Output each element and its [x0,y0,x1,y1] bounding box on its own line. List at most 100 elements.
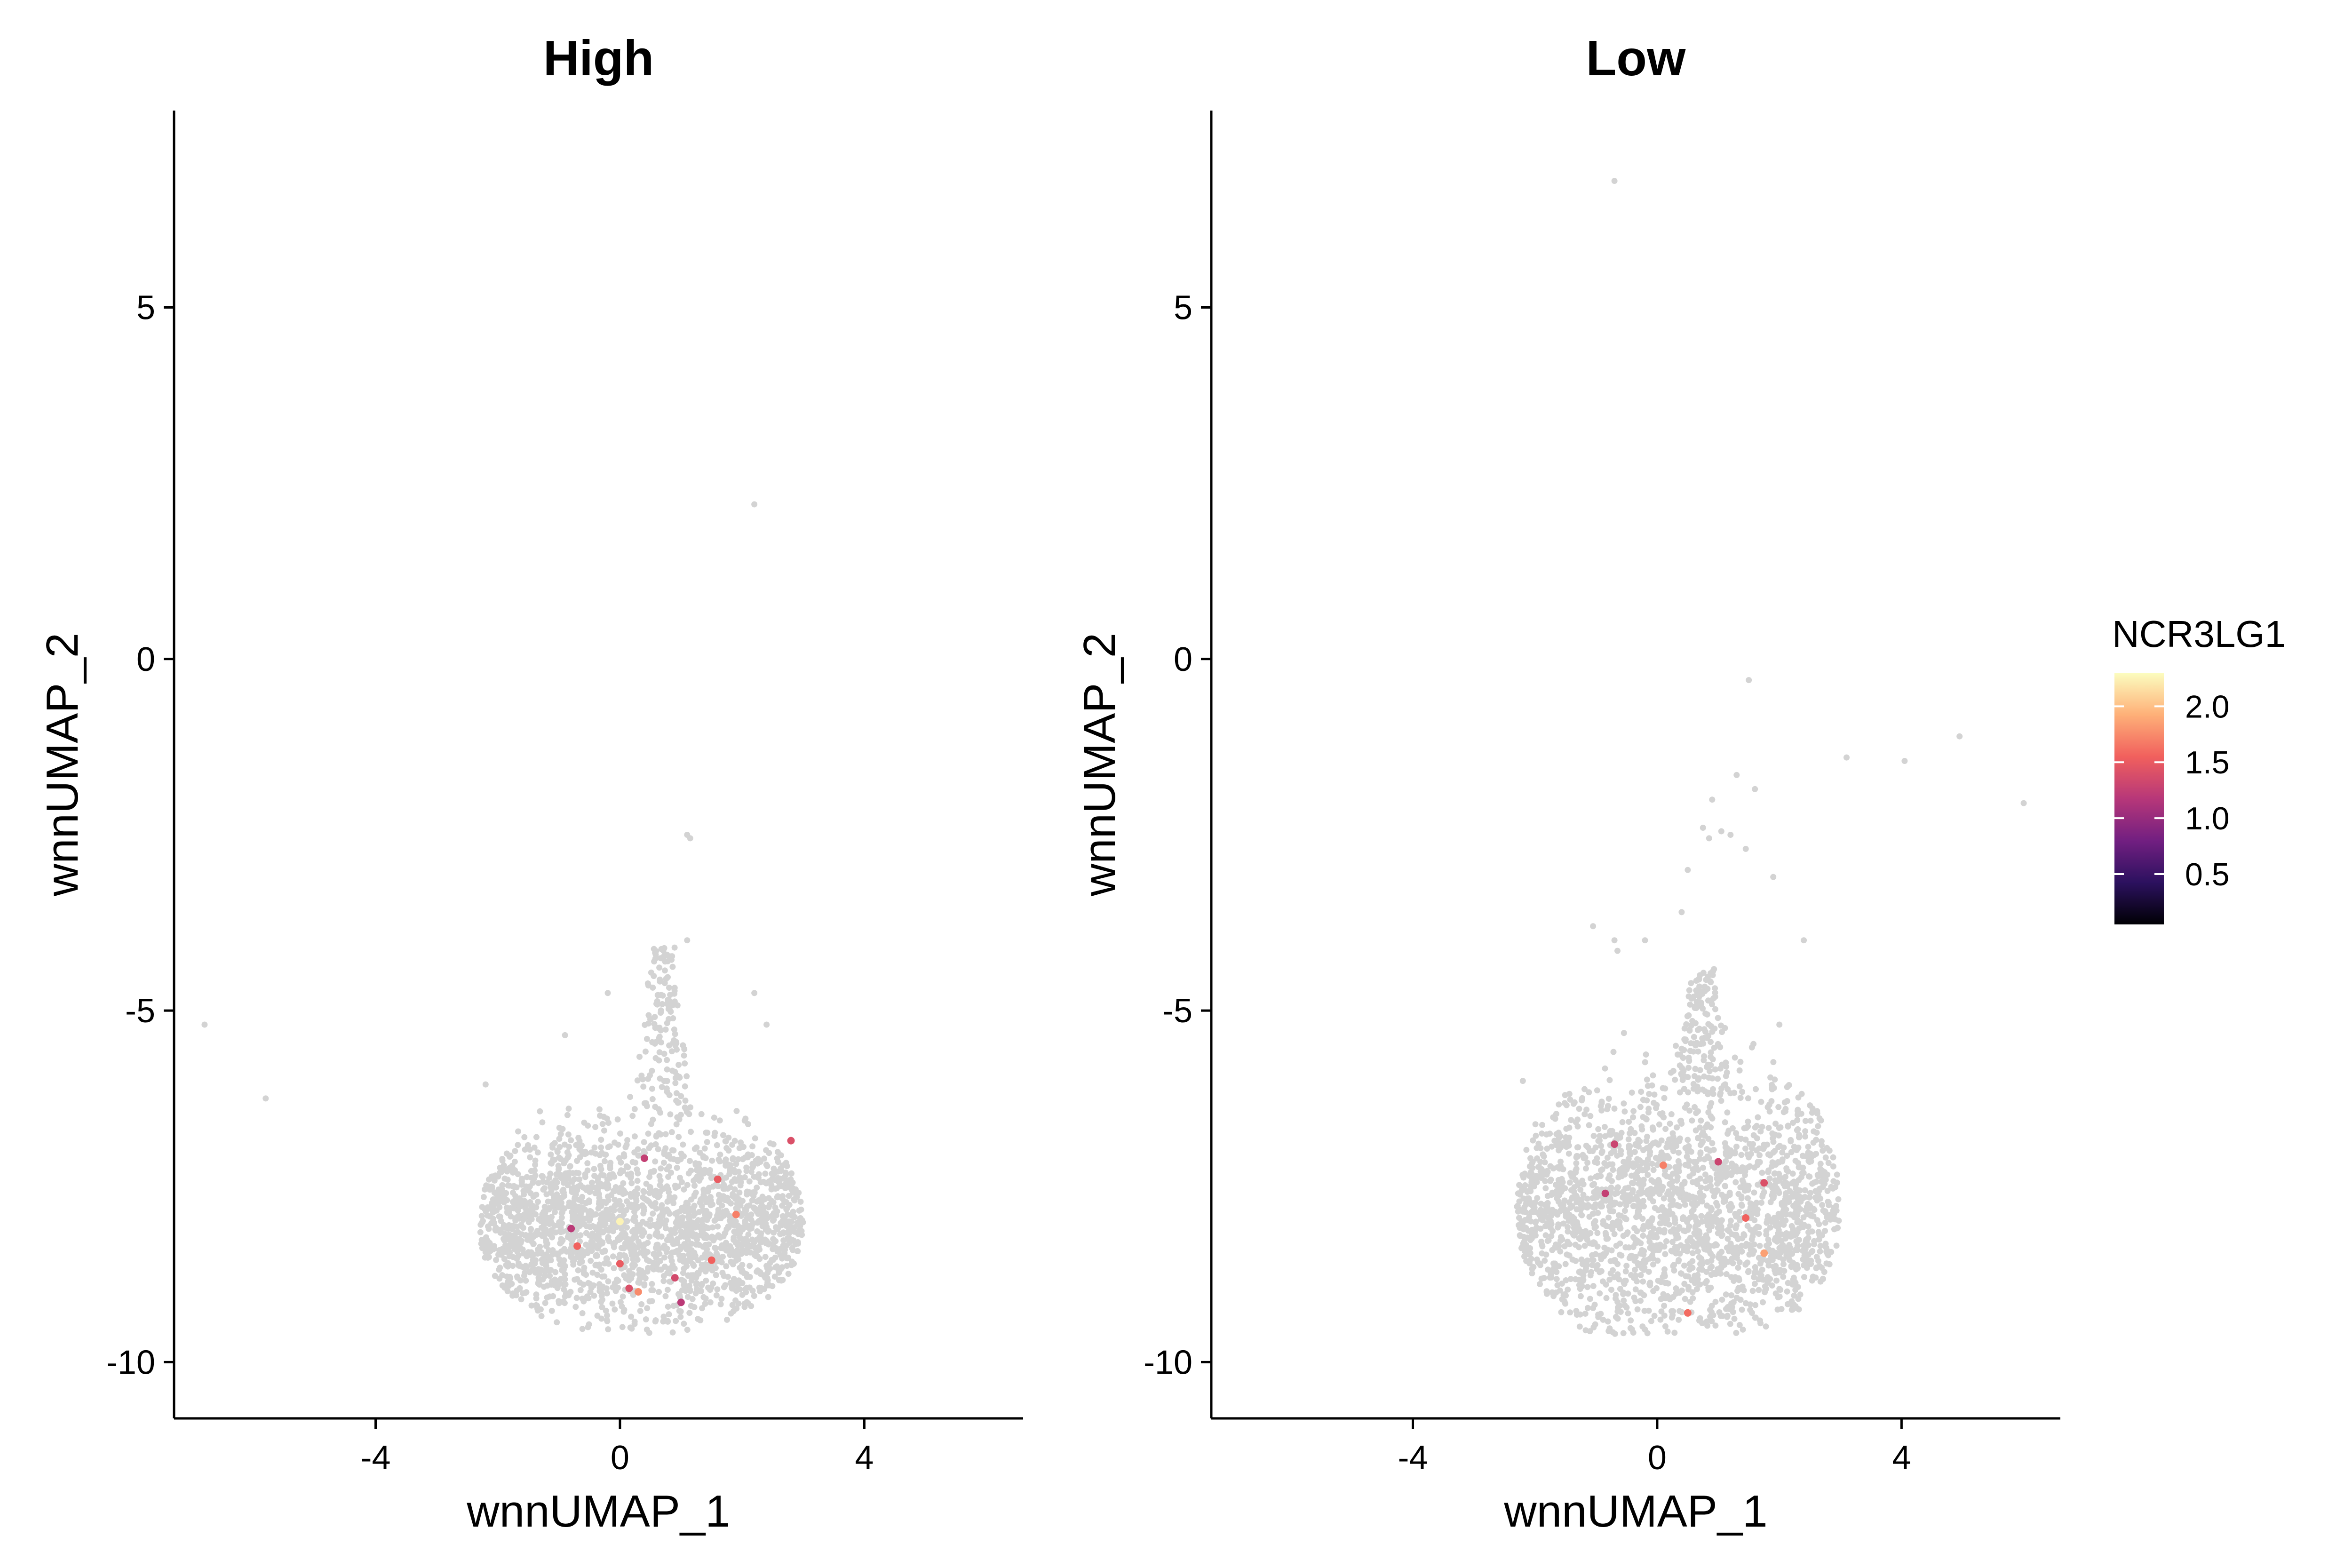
background-cell [657,1188,664,1194]
background-cell [770,1246,776,1252]
background-cell [507,1249,513,1256]
background-cell [504,1177,511,1183]
background-cell [1766,1181,1773,1187]
background-cell [548,1214,555,1220]
background-cell [669,963,676,970]
background-cell [732,1297,739,1304]
background-cell [1822,1154,1829,1161]
background-cell [594,1272,601,1278]
background-cell [579,1142,585,1149]
background-cell [774,1185,780,1192]
background-cell [1717,1065,1724,1072]
background-cell [1629,1189,1636,1195]
background-cell [709,1265,716,1271]
background-cell [1765,1151,1772,1158]
background-cell [501,1235,507,1242]
background-cell [679,1179,685,1186]
background-cell [1742,1146,1748,1152]
background-cell [1830,1163,1836,1170]
background-cell [1773,1277,1780,1284]
background-cell [510,1189,516,1196]
background-cell [1674,1174,1681,1180]
background-cell [1739,1306,1745,1313]
background-cell [668,1048,675,1055]
background-cell [1637,1297,1644,1304]
background-cell [1714,1180,1720,1187]
background-cell [1678,1045,1685,1052]
background-cell [572,1304,579,1310]
background-cell [1732,1225,1739,1232]
background-cell [562,1032,568,1038]
background-cell [1756,1242,1763,1249]
background-cell [664,1153,671,1160]
background-cell [595,1242,601,1249]
background-cell [712,1234,718,1241]
background-cell [1757,1128,1764,1135]
background-cell [1542,1185,1549,1192]
background-cell [690,1207,696,1214]
background-cell [703,1277,709,1284]
background-cell [1590,1133,1597,1139]
background-cell [1689,1289,1696,1296]
background-cell [1598,1143,1605,1149]
background-cell [1718,1098,1724,1104]
background-cell [559,1126,566,1132]
background-cell [605,1197,612,1203]
background-cell [650,1259,656,1266]
background-cell [1551,1138,1558,1144]
background-cell [1801,1262,1807,1269]
background-cell [640,1083,647,1090]
background-cell [1547,1274,1553,1281]
background-cell [698,1196,705,1202]
background-cell [1709,972,1716,979]
background-cell [1555,1224,1561,1231]
background-cell [678,1150,684,1157]
background-cell [747,1263,753,1269]
background-cell [557,1131,564,1138]
background-cell [603,1255,610,1262]
background-cell [1727,1222,1733,1229]
background-cell [662,1131,669,1138]
background-cell [1637,1138,1643,1145]
background-cell [739,1247,745,1253]
background-cell [1756,1231,1762,1237]
background-cell [1794,1117,1801,1123]
background-cell [1548,1192,1555,1198]
background-cell [1763,1228,1770,1234]
background-cell [1746,1242,1752,1248]
background-cell [1543,1131,1550,1138]
background-cell [749,1288,756,1294]
background-cell [1712,985,1718,992]
background-cell [1574,1219,1580,1226]
background-cell [1706,1155,1712,1162]
background-cell [1778,1213,1785,1219]
background-cell [647,1185,653,1192]
background-cell [1695,1167,1701,1173]
background-cell [707,1299,714,1305]
background-cell [739,1156,746,1162]
background-cell [497,1213,503,1220]
background-cell [680,1258,687,1265]
background-cell [710,1280,716,1287]
background-cell [553,1171,560,1178]
background-cell [563,1176,570,1182]
background-cell [1677,1118,1684,1124]
background-cell [1597,1290,1603,1297]
background-cell [629,1113,636,1119]
background-cell [1683,1191,1689,1198]
background-cell [1687,1048,1693,1054]
background-cell [1595,1126,1602,1132]
background-cell [1542,1258,1548,1264]
background-cell [729,1302,736,1308]
background-cell [661,1078,667,1084]
background-cell [1597,1133,1603,1139]
background-cell [1646,1090,1653,1097]
background-cell [1741,1187,1748,1194]
background-cell [1538,1201,1544,1207]
background-cell [1780,1180,1787,1187]
background-cell [1562,1300,1569,1307]
background-cell [665,1174,672,1180]
background-cell [574,1233,580,1239]
background-cell [1728,1274,1734,1281]
